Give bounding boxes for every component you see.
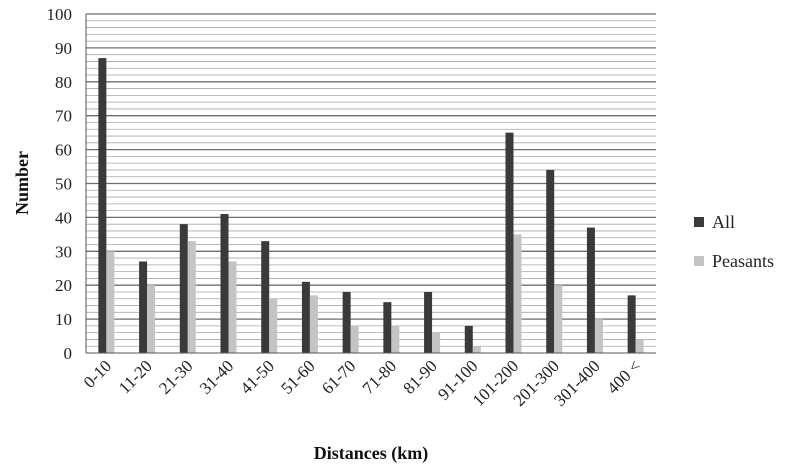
legend-label-peasants: Peasants xyxy=(712,251,774,271)
y-tick-label: 80 xyxy=(55,73,72,92)
bar-all-9 xyxy=(464,325,473,353)
bar-all-1 xyxy=(139,261,148,353)
y-tick-label: 0 xyxy=(64,344,73,363)
bar-all-13 xyxy=(627,295,636,353)
x-tick-labels: 0-10 11-20 21-30 31-40 41-50 51-60 61-70 71-80 8… xyxy=(80,356,645,410)
bar-all-2 xyxy=(179,224,188,353)
y-tick-label: 90 xyxy=(55,39,72,58)
bar-peasants-6 xyxy=(350,325,359,353)
y-tick-labels: 0 10 20 30 40 50 60 70 80 90 100 xyxy=(47,5,73,363)
y-tick-label: 60 xyxy=(55,141,72,160)
y-tick-label: 20 xyxy=(55,276,72,295)
legend: All Peasants xyxy=(694,212,774,271)
bar-peasants-0 xyxy=(106,251,115,353)
x-tick-label: 0-10 xyxy=(80,356,115,391)
y-tick-label: 10 xyxy=(55,310,72,329)
axes xyxy=(85,14,656,354)
x-tick-label: 61-70 xyxy=(318,356,359,397)
x-tick-label: 400 < xyxy=(603,356,644,397)
bar-peasants-10 xyxy=(513,234,522,353)
grid-lines xyxy=(86,13,656,347)
y-tick-label: 50 xyxy=(55,175,72,194)
bar-all-7 xyxy=(383,302,392,353)
bar-peasants-3 xyxy=(228,261,237,353)
y-tick-label: 30 xyxy=(55,242,72,261)
x-axis-title: Distances (km) xyxy=(314,443,429,464)
x-tick-label: 11-20 xyxy=(115,356,156,397)
bar-all-10 xyxy=(505,132,514,353)
y-tick-label: 100 xyxy=(47,5,73,24)
legend-swatch-peasants xyxy=(694,256,704,266)
bar-all-12 xyxy=(586,227,595,353)
bar-peasants-2 xyxy=(187,241,196,353)
bar-peasants-1 xyxy=(147,285,156,353)
legend-swatch-all xyxy=(694,217,704,227)
bar-peasants-4 xyxy=(269,298,278,353)
y-tick-label: 70 xyxy=(55,107,72,126)
x-tick-label: 41-50 xyxy=(237,356,278,397)
bar-peasants-9 xyxy=(472,346,481,353)
legend-label-all: All xyxy=(712,212,735,232)
bar-peasants-8 xyxy=(432,332,441,353)
x-tick-label: 21-30 xyxy=(155,356,196,397)
bar-all-5 xyxy=(301,281,310,353)
x-tick-label: 31-40 xyxy=(196,356,237,397)
x-tick-label: 51-60 xyxy=(277,356,318,397)
bar-peasants-7 xyxy=(391,325,400,353)
y-tick-label: 40 xyxy=(55,208,72,227)
bar-all-3 xyxy=(220,214,229,353)
bars xyxy=(98,58,644,353)
x-tick-label: 71-80 xyxy=(359,356,400,397)
y-axis-title: Number xyxy=(12,151,32,215)
bar-all-11 xyxy=(546,169,555,353)
bar-peasants-11 xyxy=(554,285,563,353)
x-tick-label: 301-400 xyxy=(550,356,604,410)
bar-all-6 xyxy=(342,291,351,353)
bar-peasants-5 xyxy=(309,295,318,353)
bar-all-0 xyxy=(98,58,107,353)
bar-all-4 xyxy=(261,241,270,353)
bar-all-8 xyxy=(424,291,433,353)
bar-peasants-13 xyxy=(635,339,644,353)
bar-peasants-12 xyxy=(594,319,603,353)
